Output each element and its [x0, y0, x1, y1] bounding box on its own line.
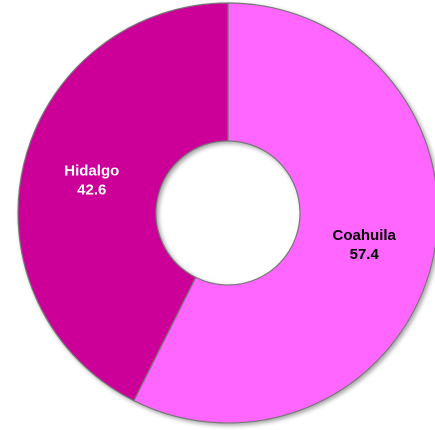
slice — [133, 2, 435, 424]
slices — [17, 2, 435, 424]
slice-name: Hidalgo — [64, 163, 119, 180]
slice — [17, 2, 229, 402]
labels: Coahuila 57.4 Hidalgo 42.6 — [64, 163, 396, 264]
slice-value: 57.4 — [350, 246, 380, 263]
slice-value: 42.6 — [77, 182, 106, 199]
slice-name: Coahuila — [333, 227, 397, 244]
